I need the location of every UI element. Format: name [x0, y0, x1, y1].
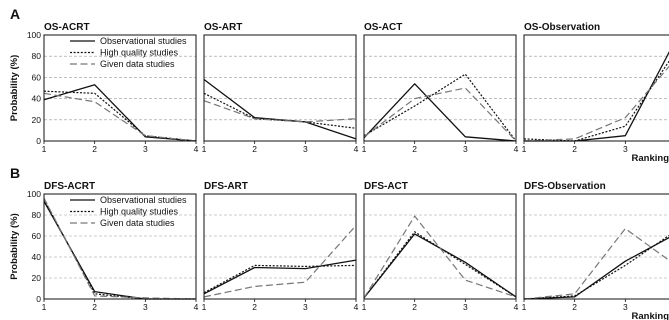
series-line-dashed [43, 92, 197, 142]
panel-title: OS-ART [204, 22, 242, 33]
y-tick-label: 60 [32, 72, 42, 82]
y-tick-label: 20 [32, 115, 42, 125]
x-tick-label: 1 [522, 144, 527, 154]
x-tick-label: 1 [42, 144, 47, 154]
x-tick-label: 3 [143, 144, 148, 154]
panel-frame [363, 34, 517, 142]
x-tick-label: 2 [92, 144, 97, 154]
panel-title: OS-Observation [524, 22, 600, 33]
series-line-dashed [523, 228, 669, 300]
panel-frame [43, 193, 197, 300]
legend-label: Given data studies [100, 218, 175, 228]
x-tick-label: 4 [514, 302, 519, 312]
y-axis-label: Probability (%) [9, 55, 20, 122]
x-tick-label: 3 [303, 144, 308, 154]
y-tick-label: 80 [32, 51, 42, 61]
panel-title: OS-ACT [364, 22, 402, 33]
series-line-dotted [363, 73, 517, 142]
x-tick-label: 4 [194, 302, 199, 312]
x-tick-label: 3 [303, 302, 308, 312]
panel-title: DFS-ACT [364, 181, 408, 192]
x-tick-label: 1 [202, 302, 207, 312]
panel-title: DFS-Observation [524, 181, 606, 192]
x-tick-label: 3 [143, 302, 148, 312]
panel-title: OS-ACRT [44, 22, 90, 33]
x-tick-label: 1 [202, 144, 207, 154]
series-line-solid [203, 259, 357, 295]
x-tick-label: 1 [42, 302, 47, 312]
panel-frame [523, 34, 669, 142]
y-tick-label: 60 [32, 231, 42, 241]
panel-title: DFS-ART [204, 181, 248, 192]
x-axis-label: Ranking [632, 311, 669, 320]
series-line-dotted [203, 264, 357, 294]
x-tick-label: 2 [412, 302, 417, 312]
y-tick-label: 0 [36, 294, 41, 304]
series-line-dashed [363, 215, 517, 299]
x-tick-label: 2 [412, 144, 417, 154]
legend-label: Given data studies [100, 59, 175, 69]
legend-label: Observational studies [100, 36, 187, 46]
y-tick-label: 100 [27, 30, 41, 40]
x-tick-label: 3 [623, 144, 628, 154]
x-tick-label: 1 [522, 302, 527, 312]
panel-letter: A [10, 6, 20, 22]
y-tick-label: 40 [32, 94, 42, 104]
series-line-solid [363, 83, 517, 142]
series-line-solid [524, 51, 669, 142]
y-tick-label: 40 [32, 252, 42, 262]
x-tick-label: 2 [572, 144, 577, 154]
x-tick-label: 4 [354, 302, 359, 312]
series-line-dashed [523, 65, 669, 142]
y-tick-label: 100 [27, 189, 41, 199]
series-line-dashed [363, 87, 517, 142]
x-tick-label: 2 [572, 302, 577, 312]
x-tick-label: 2 [252, 144, 257, 154]
y-tick-label: 0 [36, 136, 41, 146]
x-tick-label: 2 [252, 302, 257, 312]
legend-label: Observational studies [100, 195, 187, 205]
legend-label: High quality studies [100, 48, 179, 58]
series-line-dashed [203, 100, 357, 123]
y-axis-label: Probability (%) [9, 213, 20, 280]
panel-frame [43, 34, 197, 142]
x-tick-label: 3 [623, 302, 628, 312]
x-tick-label: 4 [194, 144, 199, 154]
series-line-dashed [43, 197, 197, 300]
y-tick-label: 80 [32, 210, 42, 220]
panel-frame [523, 193, 669, 300]
x-tick-label: 4 [354, 144, 359, 154]
x-tick-label: 1 [362, 302, 367, 312]
x-tick-label: 1 [362, 144, 367, 154]
y-tick-label: 20 [32, 273, 42, 283]
x-tick-label: 4 [514, 144, 519, 154]
panel-title: DFS-ACRT [44, 181, 95, 192]
x-axis-label: Ranking [632, 153, 669, 164]
x-tick-label: 2 [92, 302, 97, 312]
series-line-dotted [523, 60, 669, 142]
legend-label: High quality studies [100, 207, 179, 217]
panel-frame [203, 34, 357, 142]
series-line-solid [43, 84, 197, 142]
panel-frame [363, 193, 517, 300]
x-tick-label: 3 [463, 302, 468, 312]
series-line-dashed [203, 225, 357, 298]
series-line-solid [363, 233, 517, 299]
series-line-dotted [523, 234, 669, 300]
panel-frame [203, 193, 357, 300]
panel-letter: B [10, 165, 20, 181]
x-tick-label: 3 [463, 144, 468, 154]
series-line-dotted [363, 231, 517, 299]
